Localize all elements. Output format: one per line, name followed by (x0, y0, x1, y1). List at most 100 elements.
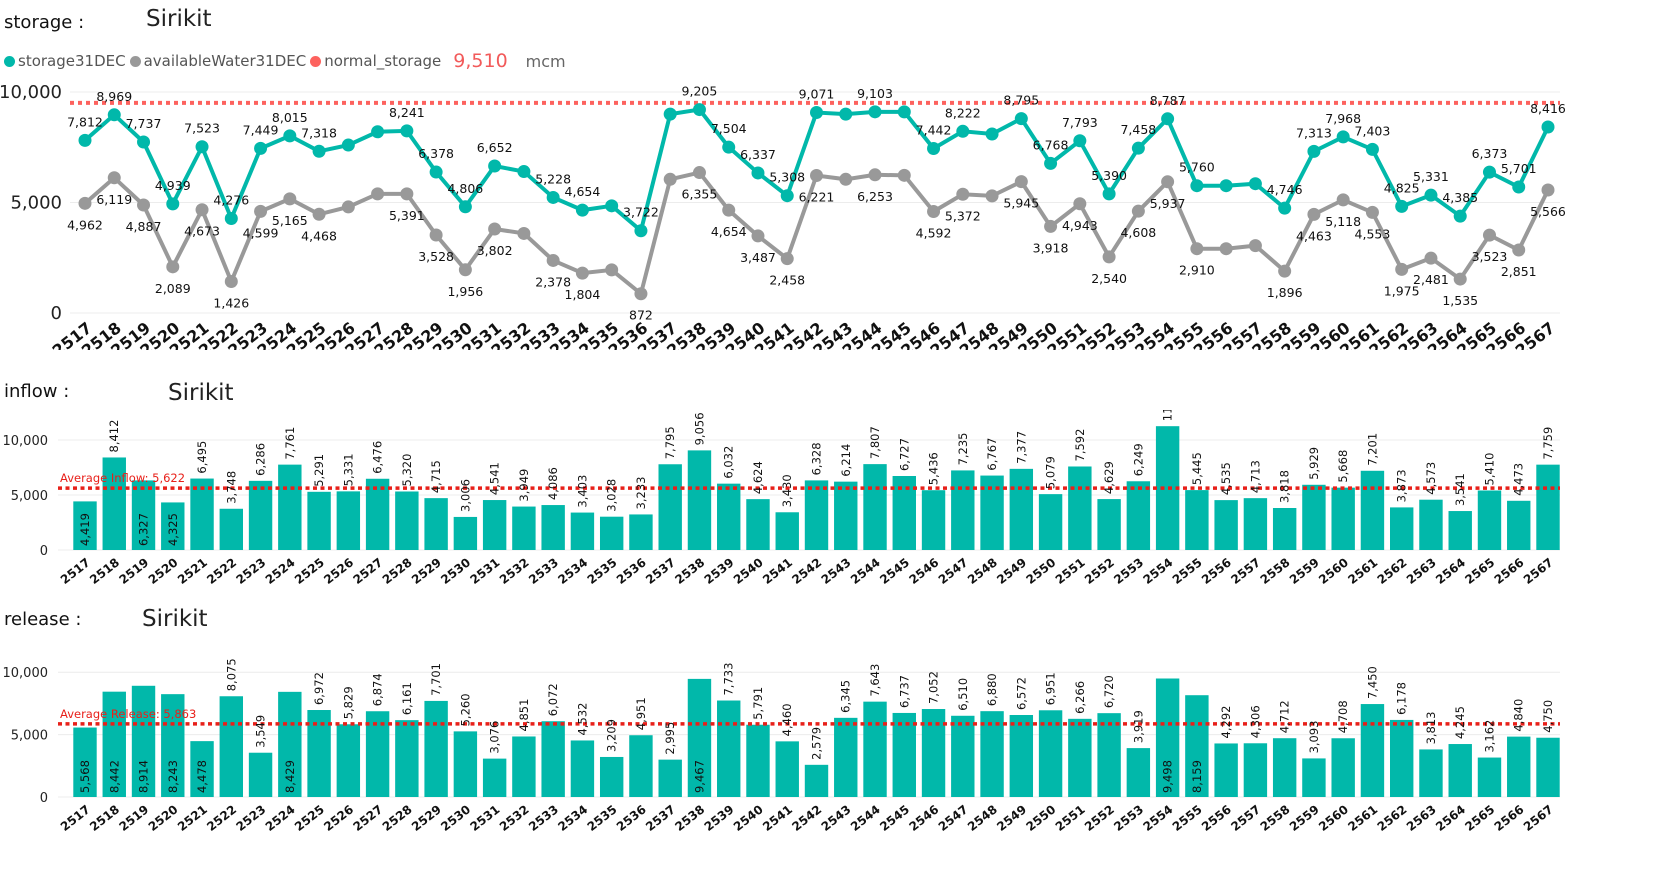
x-tick-label: 2555 (1170, 802, 1205, 834)
data-point (107, 171, 121, 185)
data-label: 5,566 (1530, 204, 1566, 219)
bar (746, 724, 770, 797)
x-tick-label: 2553 (1111, 802, 1146, 834)
bar (336, 724, 361, 797)
bar (512, 506, 536, 550)
data-point (546, 190, 560, 204)
data-label: 6,378 (418, 146, 454, 161)
x-tick-label: 2541 (760, 802, 795, 834)
x-tick-label: 2554 (1141, 802, 1176, 834)
data-label: 4,292 (1219, 706, 1233, 739)
bar (717, 483, 741, 550)
x-tick-label: 2524 (263, 555, 298, 587)
bar (131, 685, 156, 797)
bar (73, 501, 97, 550)
bar (863, 464, 887, 550)
data-point (1161, 112, 1175, 126)
data-label: 6,572 (1014, 677, 1028, 710)
data-point (1453, 272, 1467, 286)
x-tick-label: 2549 (994, 555, 1029, 587)
data-label: 6,214 (839, 444, 853, 477)
data-point (1131, 204, 1145, 218)
legend-item-availablewater31dec[interactable]: availableWater31DEC (129, 52, 306, 70)
data-label: 7,450 (1365, 666, 1379, 699)
x-tick-label: 2547 (936, 555, 971, 587)
bar (1448, 511, 1472, 550)
data-point (1307, 144, 1321, 158)
data-label: 7,523 (184, 121, 220, 136)
bar (219, 508, 244, 550)
normal-storage-value: 9,510 (453, 50, 508, 72)
data-label: 3,813 (1424, 711, 1438, 744)
bar (161, 502, 185, 550)
x-tick-label: 2546 (906, 555, 941, 587)
data-label: 5,701 (1501, 161, 1537, 176)
data-label: 6,249 (1131, 443, 1145, 476)
data-point (1219, 242, 1233, 256)
bar (951, 715, 975, 797)
bar (921, 709, 946, 797)
data-point (1190, 179, 1204, 193)
bar (687, 678, 712, 797)
data-point (400, 187, 414, 201)
data-label: 7,761 (283, 427, 297, 460)
data-label: 5,390 (1091, 168, 1127, 183)
data-label: 4,086 (546, 467, 560, 500)
data-label: 4,713 (1248, 460, 1262, 493)
x-tick-label: 2563 (1404, 555, 1439, 587)
legend-item-normal-storage[interactable]: normal_storage (310, 52, 441, 70)
data-point (166, 197, 180, 211)
x-tick-label: 2546 (906, 802, 941, 834)
data-label: 4,715 (429, 460, 443, 493)
legend-item-storage31dec[interactable]: storage31DEC (4, 52, 126, 70)
bar (892, 476, 916, 550)
data-label: 5,445 (1190, 452, 1204, 485)
x-tick-label: 2536 (614, 555, 649, 587)
x-tick-label: 2560 (1316, 555, 1351, 587)
data-label: 5,436 (927, 452, 941, 485)
data-label: 5,331 (341, 453, 355, 486)
data-label: 4,806 (447, 181, 483, 196)
bar (102, 691, 126, 797)
data-point (1073, 134, 1087, 148)
x-tick-label: 2567 (1521, 555, 1556, 587)
x-tick-label: 2552 (1082, 555, 1117, 587)
data-point (312, 144, 326, 158)
x-tick-label: 2529 (409, 802, 444, 834)
data-label: 7,313 (1296, 125, 1332, 140)
data-label: 6,652 (477, 140, 513, 155)
x-tick-label: 2556 (1199, 802, 1234, 834)
x-tick-label: 2563 (1404, 802, 1439, 834)
bar (1126, 748, 1151, 797)
data-point (780, 189, 794, 203)
data-label: 8,412 (107, 420, 121, 453)
data-label: 4,825 (1384, 180, 1420, 195)
x-tick-label: 2521 (175, 555, 210, 587)
data-point (1190, 242, 1204, 256)
data-point (371, 187, 385, 201)
y-tick-label: 10,000 (0, 82, 62, 103)
data-label: 5,668 (1336, 450, 1350, 483)
data-label: 6,510 (956, 678, 970, 711)
data-label: 2,910 (1179, 263, 1215, 278)
bar (278, 691, 302, 797)
data-label: 8,969 (96, 89, 132, 104)
x-tick-label: 2542 (789, 802, 824, 834)
x-tick-label: 2522 (204, 802, 239, 834)
data-label: 4,608 (1120, 225, 1156, 240)
x-tick-label: 2534 (555, 555, 590, 587)
bar (687, 450, 712, 550)
data-point (224, 212, 238, 226)
data-label: 3,949 (517, 469, 531, 502)
data-point (283, 192, 297, 206)
data-label: 8,429 (283, 760, 297, 793)
data-point (839, 172, 853, 186)
data-label: 4,573 (1424, 462, 1438, 495)
data-point (722, 140, 736, 154)
data-point (78, 196, 92, 210)
x-tick-label: 2556 (1199, 555, 1234, 587)
data-label: 4,463 (1296, 228, 1332, 243)
data-point (634, 224, 648, 238)
data-label: 9,056 (692, 412, 706, 445)
x-tick-label: 2537 (643, 555, 678, 587)
